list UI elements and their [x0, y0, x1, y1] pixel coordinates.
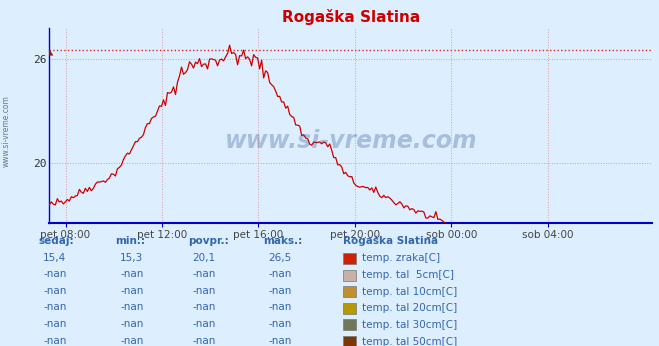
Text: -nan: -nan: [120, 269, 144, 279]
Text: maks.:: maks.:: [264, 236, 303, 246]
Text: temp. tal 20cm[C]: temp. tal 20cm[C]: [362, 303, 458, 313]
Text: temp. tal 30cm[C]: temp. tal 30cm[C]: [362, 320, 458, 330]
Title: Rogaška Slatina: Rogaška Slatina: [282, 9, 420, 25]
Text: -nan: -nan: [120, 302, 144, 312]
Text: -nan: -nan: [192, 336, 216, 346]
Text: 15,4: 15,4: [43, 253, 67, 263]
Text: povpr.:: povpr.:: [188, 236, 229, 246]
Text: -nan: -nan: [192, 269, 216, 279]
Text: -nan: -nan: [192, 302, 216, 312]
Text: Rogaška Slatina: Rogaška Slatina: [343, 235, 438, 246]
Text: www.si-vreme.com: www.si-vreme.com: [2, 95, 11, 167]
Text: temp. tal  5cm[C]: temp. tal 5cm[C]: [362, 270, 455, 280]
Text: -nan: -nan: [192, 286, 216, 296]
Text: temp. tal 10cm[C]: temp. tal 10cm[C]: [362, 287, 458, 297]
Text: -nan: -nan: [43, 269, 67, 279]
Text: -nan: -nan: [43, 286, 67, 296]
Text: 15,3: 15,3: [120, 253, 144, 263]
Text: 26,5: 26,5: [268, 253, 292, 263]
Text: temp. tal 50cm[C]: temp. tal 50cm[C]: [362, 337, 458, 346]
Text: -nan: -nan: [268, 269, 292, 279]
Text: -nan: -nan: [43, 336, 67, 346]
Text: -nan: -nan: [268, 286, 292, 296]
Text: -nan: -nan: [43, 302, 67, 312]
Text: -nan: -nan: [120, 319, 144, 329]
Text: -nan: -nan: [268, 319, 292, 329]
Text: -nan: -nan: [192, 319, 216, 329]
Text: temp. zraka[C]: temp. zraka[C]: [362, 254, 441, 263]
Text: www.si-vreme.com: www.si-vreme.com: [225, 129, 477, 153]
Text: min.:: min.:: [115, 236, 146, 246]
Text: -nan: -nan: [120, 336, 144, 346]
Text: -nan: -nan: [268, 302, 292, 312]
Text: 20,1: 20,1: [192, 253, 216, 263]
Text: -nan: -nan: [43, 319, 67, 329]
Text: -nan: -nan: [120, 286, 144, 296]
Text: -nan: -nan: [268, 336, 292, 346]
Text: sedaj:: sedaj:: [38, 236, 74, 246]
